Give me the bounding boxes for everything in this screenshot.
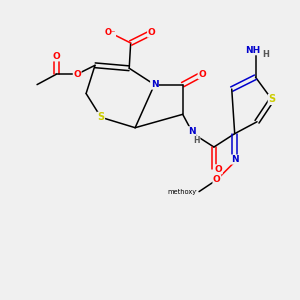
Text: S: S bbox=[98, 112, 104, 122]
Text: methoxy: methoxy bbox=[167, 189, 196, 195]
Text: O: O bbox=[198, 70, 206, 79]
Text: O⁻: O⁻ bbox=[104, 28, 116, 37]
Text: N: N bbox=[188, 127, 195, 136]
Text: H: H bbox=[262, 50, 269, 59]
Text: NH: NH bbox=[245, 46, 260, 55]
Text: O: O bbox=[148, 28, 155, 37]
Text: O: O bbox=[52, 52, 60, 61]
Text: N: N bbox=[231, 155, 238, 164]
Text: methoxy: methoxy bbox=[167, 189, 198, 194]
Text: H: H bbox=[194, 136, 200, 145]
Text: O: O bbox=[214, 165, 222, 174]
Text: O: O bbox=[73, 70, 81, 79]
Text: N: N bbox=[151, 80, 158, 89]
Text: S: S bbox=[268, 94, 275, 104]
Text: O: O bbox=[213, 175, 221, 184]
